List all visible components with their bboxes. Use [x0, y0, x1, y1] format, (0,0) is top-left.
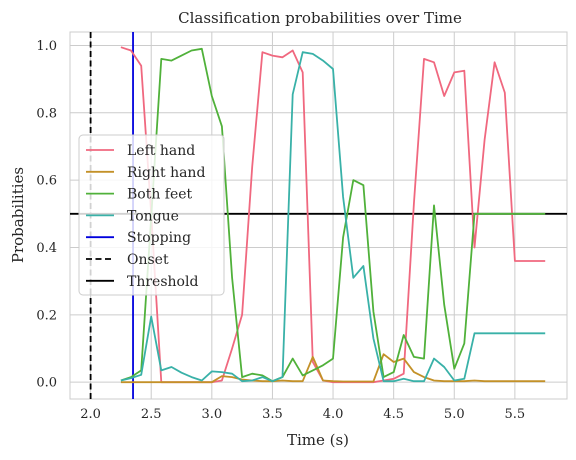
y-tick-label: 0.0	[36, 376, 57, 391]
series-both-feet	[120, 47, 546, 383]
legend-label: Tongue	[127, 208, 179, 224]
y-tick-label: 0.6	[36, 174, 57, 189]
y-tick-label: 0.2	[36, 308, 57, 323]
x-tick-label: 4.5	[383, 407, 404, 422]
legend-label: Right hand	[127, 165, 205, 181]
y-axis-label: Probabilities	[9, 167, 27, 263]
y-tick-label: 0.8	[36, 106, 57, 121]
series-tongue	[120, 51, 546, 383]
series-lines	[120, 46, 546, 384]
series-right-hand	[120, 353, 546, 384]
x-tick-label: 4.0	[323, 407, 344, 422]
y-tick-label: 1.0	[36, 39, 57, 54]
legend-label: Onset	[127, 252, 169, 268]
legend-label: Threshold	[127, 274, 198, 290]
y-axis-ticks: 0.0 0.2 0.4 0.6 0.8 1.0	[36, 39, 57, 391]
x-tick-label: 2.0	[80, 407, 101, 422]
chart-title: Classification probabilities over Time	[178, 9, 462, 27]
x-tick-label: 3.0	[201, 407, 222, 422]
legend: Left hand Right hand Both feet Tongue Stoppi…	[78, 134, 225, 296]
x-axis-label: Time (s)	[287, 431, 349, 449]
x-tick-label: 3.5	[262, 407, 283, 422]
legend-label: Left hand	[127, 143, 195, 159]
legend-box	[78, 134, 225, 296]
x-tick-label: 5.0	[444, 407, 465, 422]
legend-label: Both feet	[127, 187, 193, 203]
x-tick-label: 2.5	[141, 407, 162, 422]
y-tick-label: 0.4	[36, 241, 57, 256]
legend-label: Stopping	[127, 230, 191, 246]
x-axis-ticks: 2.0 2.5 3.0 3.5 4.0 4.5 5.0 5.5	[80, 407, 525, 422]
x-tick-label: 5.5	[505, 407, 526, 422]
